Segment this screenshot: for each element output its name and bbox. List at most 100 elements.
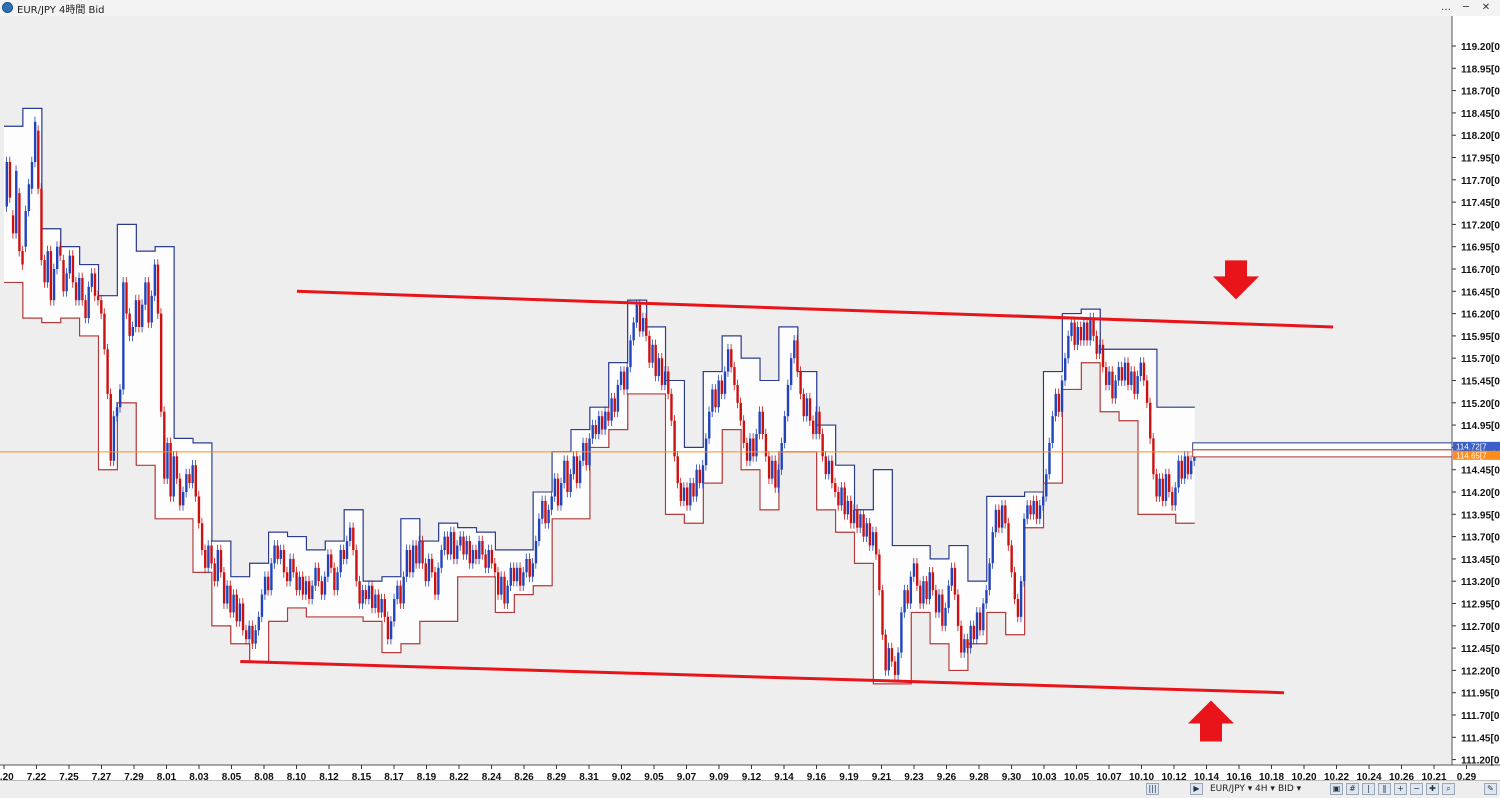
candle-body xyxy=(336,572,339,591)
x-tick-label: 8.03 xyxy=(189,772,209,780)
scroll-left-button[interactable]: ||| xyxy=(1146,783,1159,795)
price-side-selector[interactable]: BID ▾ xyxy=(1278,784,1302,794)
pen-icon[interactable]: ✎ xyxy=(1484,783,1497,795)
candle-body xyxy=(210,545,213,564)
candle-body xyxy=(1001,505,1004,528)
candle-body xyxy=(1127,362,1130,385)
restore-button[interactable]: … xyxy=(1441,2,1451,13)
candle-body xyxy=(808,398,812,421)
candle-body xyxy=(49,251,53,301)
candle-body xyxy=(1104,367,1108,385)
candle-body xyxy=(383,599,386,617)
candle-body xyxy=(1183,456,1187,479)
candle-body xyxy=(812,420,815,435)
candle-body xyxy=(235,594,238,622)
candle-body xyxy=(563,460,566,484)
x-tick-label: 7.27 xyxy=(92,772,112,780)
daily-range-box xyxy=(741,358,760,470)
candle-body xyxy=(569,474,572,492)
candle-body xyxy=(1064,358,1067,381)
candle-body xyxy=(1177,460,1180,488)
close-button[interactable]: ✕ xyxy=(1481,2,1491,13)
candle-body xyxy=(919,585,922,604)
candle-body xyxy=(226,585,229,604)
daily-range-box xyxy=(533,492,553,586)
candle-body xyxy=(43,260,46,283)
candle-body xyxy=(1108,371,1111,385)
y-tick-label: 117.70[0 xyxy=(1461,176,1500,187)
zoom-in-icon[interactable]: + xyxy=(1394,783,1407,795)
x-tick-label: 9.21 xyxy=(872,772,892,780)
candle-body xyxy=(786,384,790,417)
daily-range-box xyxy=(1138,349,1157,515)
candle-body xyxy=(777,469,780,488)
candle-body xyxy=(131,326,134,336)
candle-body xyxy=(456,545,459,559)
crosshair-icon[interactable]: ✚ xyxy=(1426,783,1439,795)
candle-body xyxy=(295,572,298,591)
candle-body xyxy=(717,380,720,408)
x-tick-label: 9.30 xyxy=(1002,772,1022,780)
candle-body xyxy=(1167,474,1171,492)
candle-body xyxy=(623,371,626,390)
zoom-out-icon[interactable]: − xyxy=(1410,783,1423,795)
timeframe-selector[interactable]: 4H ▾ xyxy=(1255,784,1275,794)
y-tick-label: 115.20[0 xyxy=(1461,399,1500,410)
candle-body xyxy=(402,576,405,604)
candle-body xyxy=(1038,505,1042,519)
y-tick-label: 111.20[0 xyxy=(1461,756,1500,767)
candle-body xyxy=(263,576,267,595)
candle-body xyxy=(1139,362,1142,377)
instrument-selector[interactable]: EUR/JPY ▾ xyxy=(1210,784,1253,794)
candle-body xyxy=(197,496,201,524)
candle-body xyxy=(56,246,59,269)
y-tick-label: 112.70[0 xyxy=(1461,622,1500,633)
x-tick-label: 0.29 xyxy=(1457,772,1477,780)
candle-body xyxy=(843,487,846,515)
magnifier-icon[interactable]: ⌕ xyxy=(1442,783,1455,795)
window-title: EUR/JPY 4時間 Bid xyxy=(17,5,105,16)
candle-body xyxy=(723,371,727,394)
y-tick-label: 116.70[0 xyxy=(1461,265,1500,276)
candle-body xyxy=(953,567,957,595)
candle-body xyxy=(1164,474,1168,501)
period-separator-icon[interactable]: | xyxy=(1362,783,1375,795)
candle-body xyxy=(147,282,150,323)
candle-body xyxy=(270,563,273,591)
candle-body xyxy=(137,300,141,327)
candle-body xyxy=(736,384,739,403)
candle-body xyxy=(191,465,194,484)
candle-body xyxy=(93,273,97,296)
candle-body xyxy=(21,251,24,265)
price-chart[interactable]: 119.20[0 118.95[0 118.70[0 118.45[0 118.20[0… xyxy=(0,16,1500,780)
candle-body xyxy=(333,567,336,591)
candle-body xyxy=(153,264,157,296)
candle-body xyxy=(267,576,270,591)
grid-icon[interactable]: # xyxy=(1346,783,1359,795)
candle-body xyxy=(780,442,783,470)
candle-body xyxy=(175,456,179,479)
y-tick-label: 116.20[0 xyxy=(1461,310,1500,321)
candle-body xyxy=(544,500,547,524)
zoom-fit-icon[interactable]: ▣ xyxy=(1330,783,1343,795)
candle-body xyxy=(607,411,610,421)
scroll-right-button[interactable]: ▶ xyxy=(1190,783,1203,795)
candle-body xyxy=(1161,478,1165,501)
minimize-button[interactable]: ─ xyxy=(1462,2,1470,13)
candle-body xyxy=(377,594,380,613)
candle-body xyxy=(443,536,446,550)
candle-body xyxy=(437,567,440,595)
bar-chart-icon[interactable]: ‖ xyxy=(1378,783,1391,795)
candle-body xyxy=(818,411,821,435)
candle-body xyxy=(399,585,402,604)
candle-body xyxy=(670,393,673,421)
candle-body xyxy=(172,456,175,497)
candle-body xyxy=(207,545,210,568)
y-tick-label: 117.45[0 xyxy=(1461,198,1500,209)
y-tick-label: 114.95[0 xyxy=(1461,421,1500,432)
candle-body xyxy=(30,161,34,189)
y-tick-label: 111.95[0 xyxy=(1461,689,1500,700)
y-tick-label: 113.45[0 xyxy=(1461,555,1500,566)
candle-body xyxy=(613,398,616,412)
x-tick-label: 8.17 xyxy=(384,772,404,780)
